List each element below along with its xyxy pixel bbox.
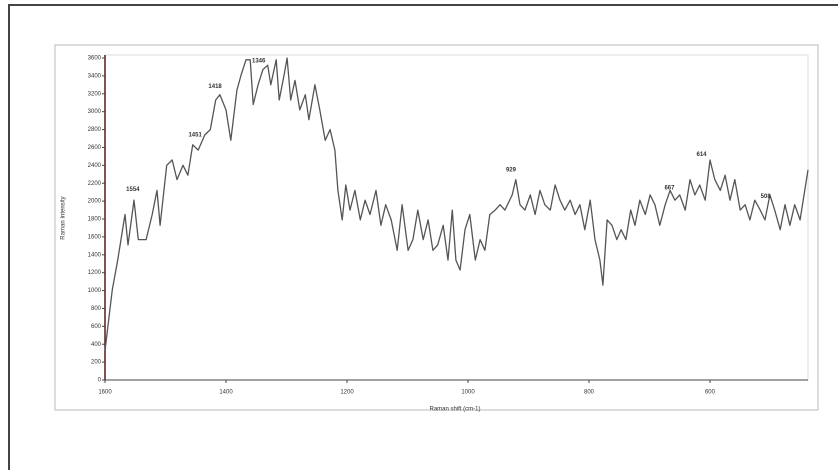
- y-tick-label: 600: [91, 324, 102, 330]
- y-tick-label: 3600: [88, 56, 102, 62]
- peak-label: 1418: [208, 84, 222, 90]
- x-tick-label: 1600: [98, 390, 112, 396]
- peak-label: 508: [761, 194, 772, 200]
- x-axis-title: Raman shift (cm-1): [429, 407, 480, 413]
- y-tick-label: 2200: [88, 181, 102, 187]
- y-tick-label: 2800: [88, 127, 102, 133]
- y-tick-label: 3000: [88, 109, 102, 115]
- x-tick-label: 1200: [340, 390, 354, 396]
- peak-label: 1346: [252, 58, 266, 64]
- y-tick-label: 1600: [88, 234, 102, 240]
- y-tick-label: 1400: [88, 252, 102, 258]
- peak-label: 667: [664, 185, 675, 191]
- spectrum-line: [104, 57, 809, 351]
- y-tick-label: 3400: [88, 73, 102, 79]
- y-tick-label: 200: [91, 360, 102, 366]
- y-tick-label: 1200: [88, 270, 102, 276]
- x-tick-label: 1400: [219, 390, 233, 396]
- peak-label: 1451: [188, 133, 202, 139]
- y-tick-label: 2600: [88, 145, 102, 151]
- y-tick-label: 1800: [88, 217, 102, 223]
- y-tick-label: 0: [98, 378, 102, 384]
- y-tick-label: 3200: [88, 91, 102, 97]
- y-tick-label: 1000: [88, 288, 102, 294]
- y-tick-label: 2400: [88, 163, 102, 169]
- y-tick-label: 2000: [88, 199, 102, 205]
- plot-area: [104, 54, 809, 381]
- x-tick-label: 600: [705, 390, 716, 396]
- y-tick-label: 400: [91, 342, 102, 348]
- peak-label: 929: [506, 167, 517, 173]
- y-tick-label: 800: [91, 306, 102, 312]
- x-tick-label: 800: [584, 390, 595, 396]
- peak-label: 1554: [126, 187, 140, 193]
- y-axis-title: Raman Intensity: [61, 196, 67, 239]
- peak-label: 614: [697, 152, 708, 158]
- x-tick-label: 1000: [461, 390, 475, 396]
